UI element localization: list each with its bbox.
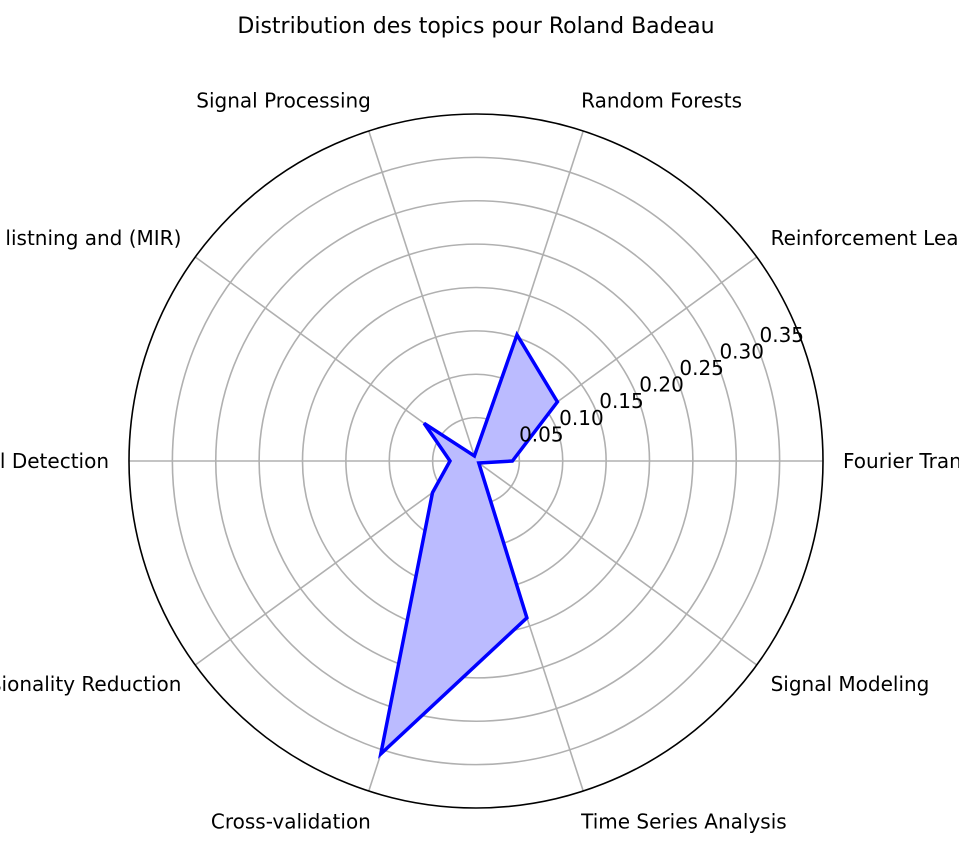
radial-tick-label: 0.10 xyxy=(559,406,604,430)
polar-frame xyxy=(128,113,824,809)
radial-tick-label: 0.05 xyxy=(519,422,564,446)
chart-title: Distribution des topics pour Roland Bade… xyxy=(237,14,714,39)
radial-tick-label: 0.20 xyxy=(639,373,684,397)
category-label: Signal Processing xyxy=(196,89,371,113)
category-label: Signal Detection xyxy=(0,449,109,473)
data-layer xyxy=(378,330,560,759)
spoke-line xyxy=(194,460,477,666)
radial-tick-label: 0.35 xyxy=(760,323,805,347)
spoke-line xyxy=(368,130,477,462)
category-label: Reinforcement Learning xyxy=(771,226,959,250)
series-line xyxy=(378,330,560,759)
spoke-line xyxy=(475,460,758,666)
category-label: Random Forests xyxy=(581,89,742,113)
category-label: Dimensionality Reduction xyxy=(0,672,181,696)
category-label: Fourier Transform xyxy=(843,449,959,473)
category-label: Signal Modeling xyxy=(771,672,930,696)
radial-tick-label: 0.30 xyxy=(719,339,764,363)
category-label: Machine listning and (MIR) xyxy=(0,226,181,250)
label-layer: 0.050.100.150.200.250.300.35 Fourier Tran… xyxy=(0,89,959,834)
series-area xyxy=(380,334,558,754)
category-label: Cross-validation xyxy=(211,809,371,833)
radial-tick-label: 0.15 xyxy=(599,389,644,413)
radial-tick-label: 0.25 xyxy=(679,356,724,380)
category-label: Time Series Analysis xyxy=(580,809,787,833)
